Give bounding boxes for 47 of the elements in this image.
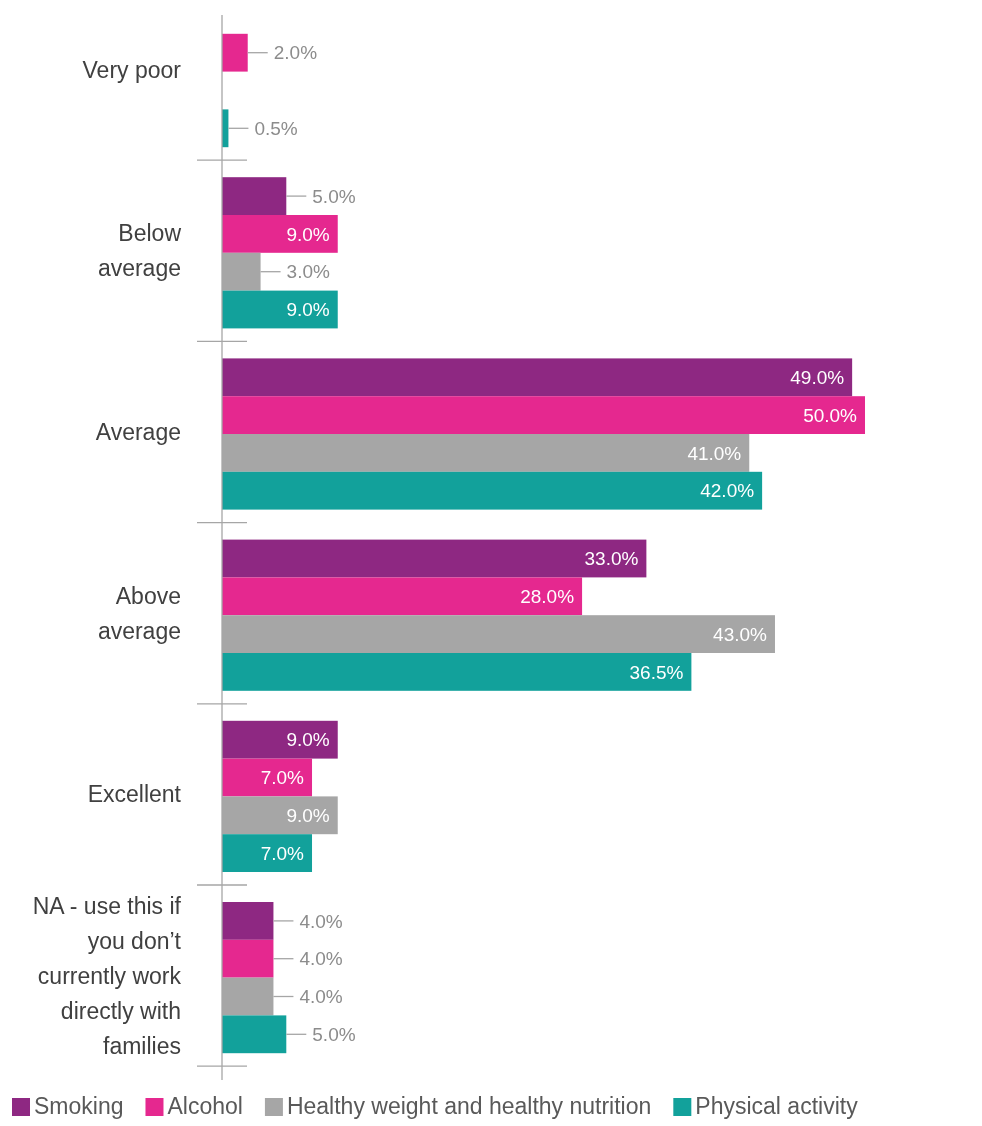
data-label: 7.0% <box>260 842 305 864</box>
data-label: 4.0% <box>299 986 343 1008</box>
data-label: 5.0% <box>312 1023 356 1045</box>
data-label: 0.5% <box>254 117 298 139</box>
data-label: 2.0% <box>273 42 318 64</box>
data-label: 9.0% <box>286 223 330 245</box>
bar <box>222 33 248 72</box>
data-label: 50.0% <box>803 404 858 426</box>
data-label: 43.0% <box>713 623 768 645</box>
data-label: 33.0% <box>584 548 639 570</box>
bar <box>222 177 287 215</box>
data-label: 7.0% <box>260 767 305 789</box>
y-tick-label: NA - use this if you don’t currently work directly with families <box>32 892 182 1059</box>
bar <box>222 290 338 329</box>
data-label: 4.0% <box>299 910 343 932</box>
data-label: 9.0% <box>286 804 330 826</box>
data-label: 9.0% <box>286 729 330 751</box>
y-tick-label: Above average <box>97 582 181 644</box>
y-tick-label: Average <box>95 419 181 445</box>
legend-label: Physical activity <box>695 1093 859 1119</box>
bar <box>222 396 865 434</box>
data-label: 9.0% <box>286 299 330 321</box>
data-label: 3.0% <box>286 261 330 283</box>
legend-label: Alcohol <box>167 1093 243 1119</box>
y-tick-label: Very poor <box>82 56 182 83</box>
bar <box>222 358 853 397</box>
bar <box>222 471 763 510</box>
data-label: 41.0% <box>687 442 742 464</box>
bar <box>222 720 338 759</box>
legend-label: Smoking <box>34 1093 124 1119</box>
data-label: 28.0% <box>520 585 575 607</box>
data-label: 4.0% <box>299 948 343 970</box>
bar <box>222 653 692 691</box>
bar <box>222 834 313 872</box>
bar <box>222 902 274 940</box>
data-label: 42.0% <box>700 480 755 502</box>
bar <box>222 215 338 253</box>
data-label: 36.5% <box>629 661 684 683</box>
y-tick-label: Excellent <box>87 781 182 808</box>
bar <box>222 939 274 978</box>
data-label: 49.0% <box>790 366 845 388</box>
y-tick-label: Below average <box>97 220 182 282</box>
data-label: 5.0% <box>312 185 356 207</box>
bar <box>222 1015 287 1054</box>
bar <box>222 577 583 616</box>
bar <box>222 539 647 578</box>
legend-label: Healthy weight and healthy nutrition <box>286 1093 652 1119</box>
